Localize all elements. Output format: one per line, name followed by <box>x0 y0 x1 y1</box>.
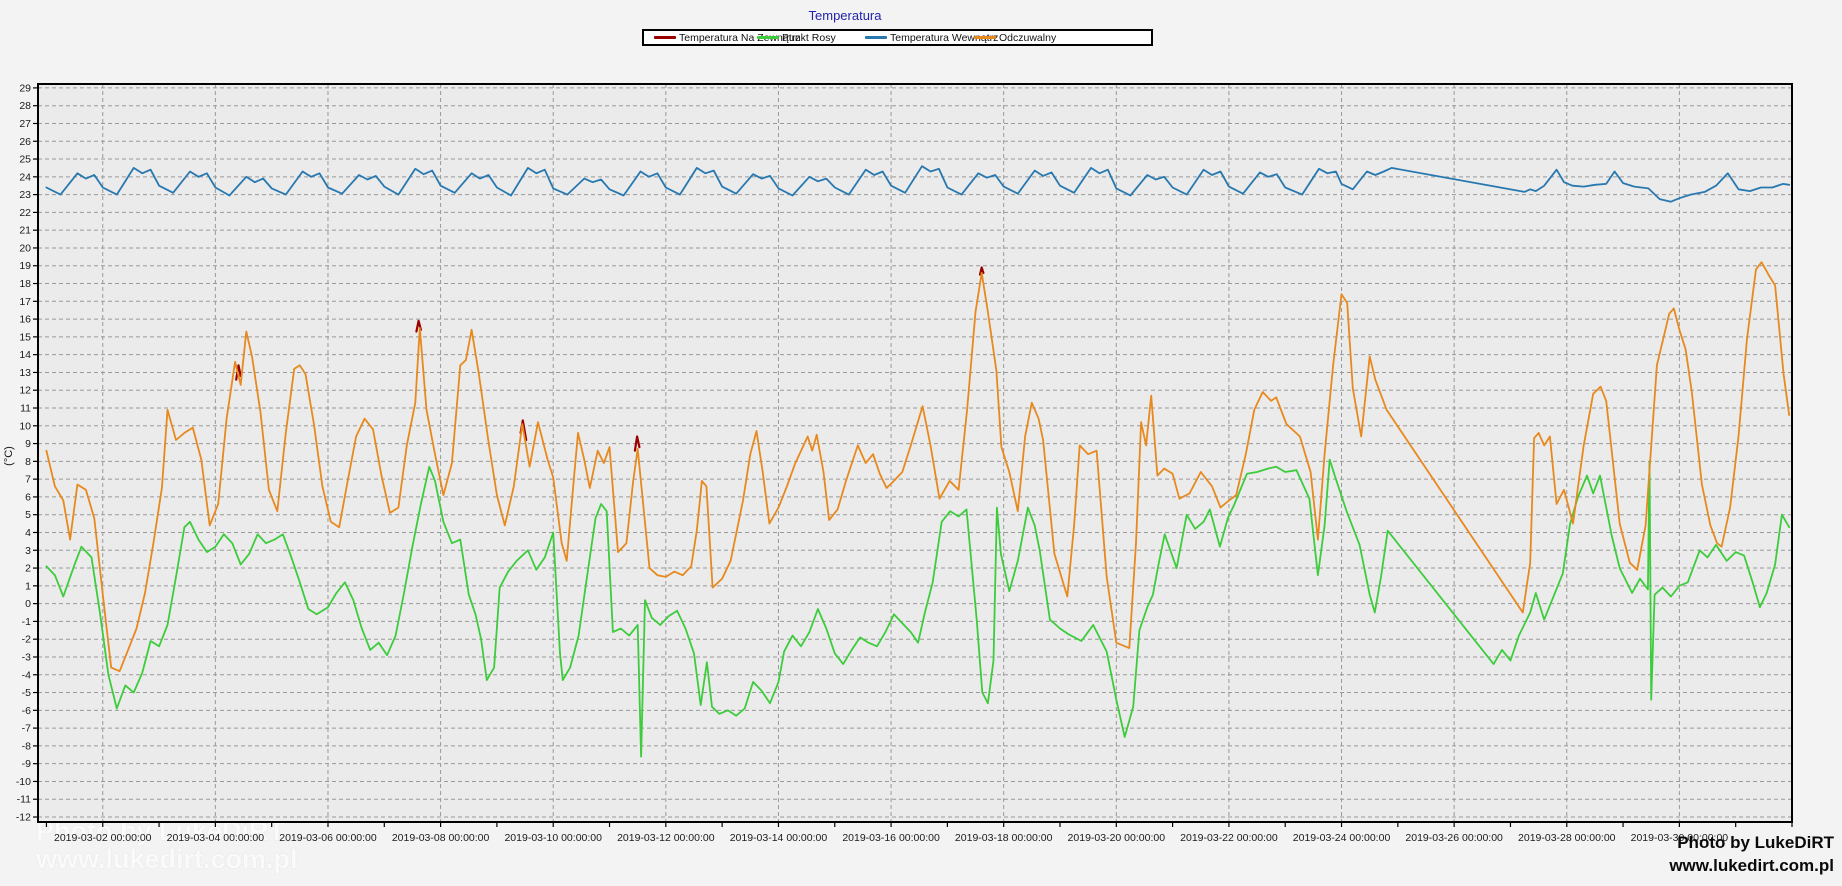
svg-text:-3: -3 <box>22 651 31 663</box>
svg-text:-1: -1 <box>22 616 31 628</box>
svg-text:6: 6 <box>25 491 31 503</box>
svg-text:2019-03-26 00:00:00: 2019-03-26 00:00:00 <box>1405 832 1503 844</box>
x-gridlines <box>102 84 1680 822</box>
svg-text:21: 21 <box>19 225 31 237</box>
svg-text:-6: -6 <box>22 705 31 717</box>
legend-item-label: Punkt Rosy <box>782 31 836 44</box>
legend-line-swatch <box>654 36 676 39</box>
svg-text:3: 3 <box>25 545 31 557</box>
svg-text:17: 17 <box>19 296 31 308</box>
svg-text:23: 23 <box>19 189 31 201</box>
svg-text:25: 25 <box>19 154 31 166</box>
svg-text:8: 8 <box>25 456 31 468</box>
legend-item-label: Temperatura Na Zewnątrz <box>679 31 801 44</box>
svg-text:29: 29 <box>19 82 31 94</box>
svg-text:26: 26 <box>19 136 31 148</box>
watermark-right: Photo by LukeDiRT www.lukedirt.com.pl <box>1669 831 1834 877</box>
svg-text:2: 2 <box>25 563 31 575</box>
svg-text:2019-03-08 00:00:00: 2019-03-08 00:00:00 <box>392 832 490 844</box>
watermark-right-line2: www.lukedirt.com.pl <box>1669 856 1834 875</box>
svg-text:2019-03-10 00:00:00: 2019-03-10 00:00:00 <box>504 832 602 844</box>
svg-text:2019-03-12 00:00:00: 2019-03-12 00:00:00 <box>617 832 715 844</box>
svg-text:13: 13 <box>19 367 31 379</box>
legend-line-swatch <box>974 36 996 39</box>
series-4-line <box>45 261 1791 673</box>
chart-title: Temperatura <box>808 8 882 23</box>
series-3-line <box>45 165 1791 203</box>
svg-text:-11: -11 <box>17 794 32 806</box>
x-tick-labels: 2019-03-02 00:00:00 2019-03-04 00:00:00 20… <box>54 832 1728 844</box>
legend-item-1: Temperatura Na Zewnątrz <box>654 31 801 44</box>
svg-text:-12: -12 <box>16 812 31 824</box>
plot-area <box>38 84 1792 822</box>
legend-box: Temperatura Na Zewnątrz Punkt Rosy Tempera… <box>642 29 1153 46</box>
plot-border <box>37 83 1793 823</box>
svg-text:11: 11 <box>20 403 31 415</box>
svg-text:5: 5 <box>25 509 31 521</box>
svg-text:27: 27 <box>19 118 31 130</box>
svg-text:2019-03-28 00:00:00: 2019-03-28 00:00:00 <box>1518 832 1616 844</box>
svg-text:24: 24 <box>19 171 31 183</box>
legend-item-2: Punkt Rosy <box>757 31 836 44</box>
svg-text:-10: -10 <box>16 776 31 788</box>
svg-text:18: 18 <box>19 278 31 290</box>
svg-text:2019-03-02 00:00:00: 2019-03-02 00:00:00 <box>54 832 152 844</box>
svg-text:9: 9 <box>25 438 31 450</box>
watermark-right-line1: Photo by LukeDiRT <box>1677 833 1834 852</box>
svg-text:12: 12 <box>19 385 31 397</box>
svg-text:7: 7 <box>25 474 31 486</box>
svg-text:2019-03-30 00:00:00: 2019-03-30 00:00:00 <box>1631 832 1729 844</box>
svg-text:4: 4 <box>25 527 31 539</box>
svg-text:0: 0 <box>25 598 31 610</box>
y-axis-title: (°C) <box>3 446 15 466</box>
svg-text:22: 22 <box>19 207 31 219</box>
svg-text:14: 14 <box>19 349 31 361</box>
legend-item-3: Temperatura Wewnątrz <box>865 31 999 44</box>
legend-item-label: Temperatura Wewnątrz <box>890 31 999 44</box>
svg-text:-2: -2 <box>22 634 31 646</box>
svg-text:-8: -8 <box>22 740 31 752</box>
legend-item-4: Odczuwalny <box>974 31 1057 44</box>
svg-text:2019-03-18 00:00:00: 2019-03-18 00:00:00 <box>955 832 1053 844</box>
legend-line-swatch <box>757 36 779 39</box>
svg-text:15: 15 <box>19 331 31 343</box>
svg-text:19: 19 <box>19 260 31 272</box>
svg-text:2019-03-16 00:00:00: 2019-03-16 00:00:00 <box>842 832 940 844</box>
svg-text:1: 1 <box>25 580 31 592</box>
svg-text:2019-03-24 00:00:00: 2019-03-24 00:00:00 <box>1293 832 1391 844</box>
svg-text:28: 28 <box>19 100 31 112</box>
svg-text:20: 20 <box>19 242 31 254</box>
svg-text:16: 16 <box>19 314 31 326</box>
legend-line-swatch <box>865 36 887 39</box>
svg-text:-4: -4 <box>22 669 31 681</box>
y-gridlines <box>38 87 1792 818</box>
svg-text:2019-03-20 00:00:00: 2019-03-20 00:00:00 <box>1068 832 1166 844</box>
series-2-line <box>45 458 1791 758</box>
svg-text:-5: -5 <box>22 687 31 699</box>
y-tick-labels: 2928272625242322212019181716151413121110… <box>16 82 31 823</box>
svg-text:10: 10 <box>19 420 31 432</box>
svg-text:2019-03-14 00:00:00: 2019-03-14 00:00:00 <box>730 832 828 844</box>
svg-text:2019-03-22 00:00:00: 2019-03-22 00:00:00 <box>1180 832 1278 844</box>
svg-text:-9: -9 <box>22 758 31 770</box>
legend-item-label: Odczuwalny <box>999 31 1057 44</box>
svg-text:2019-03-06 00:00:00: 2019-03-06 00:00:00 <box>279 832 377 844</box>
svg-text:-7: -7 <box>22 723 31 735</box>
svg-text:2019-03-04 00:00:00: 2019-03-04 00:00:00 <box>167 832 265 844</box>
watermark-left-line2: www.lukedirt.com.pl <box>36 844 298 874</box>
